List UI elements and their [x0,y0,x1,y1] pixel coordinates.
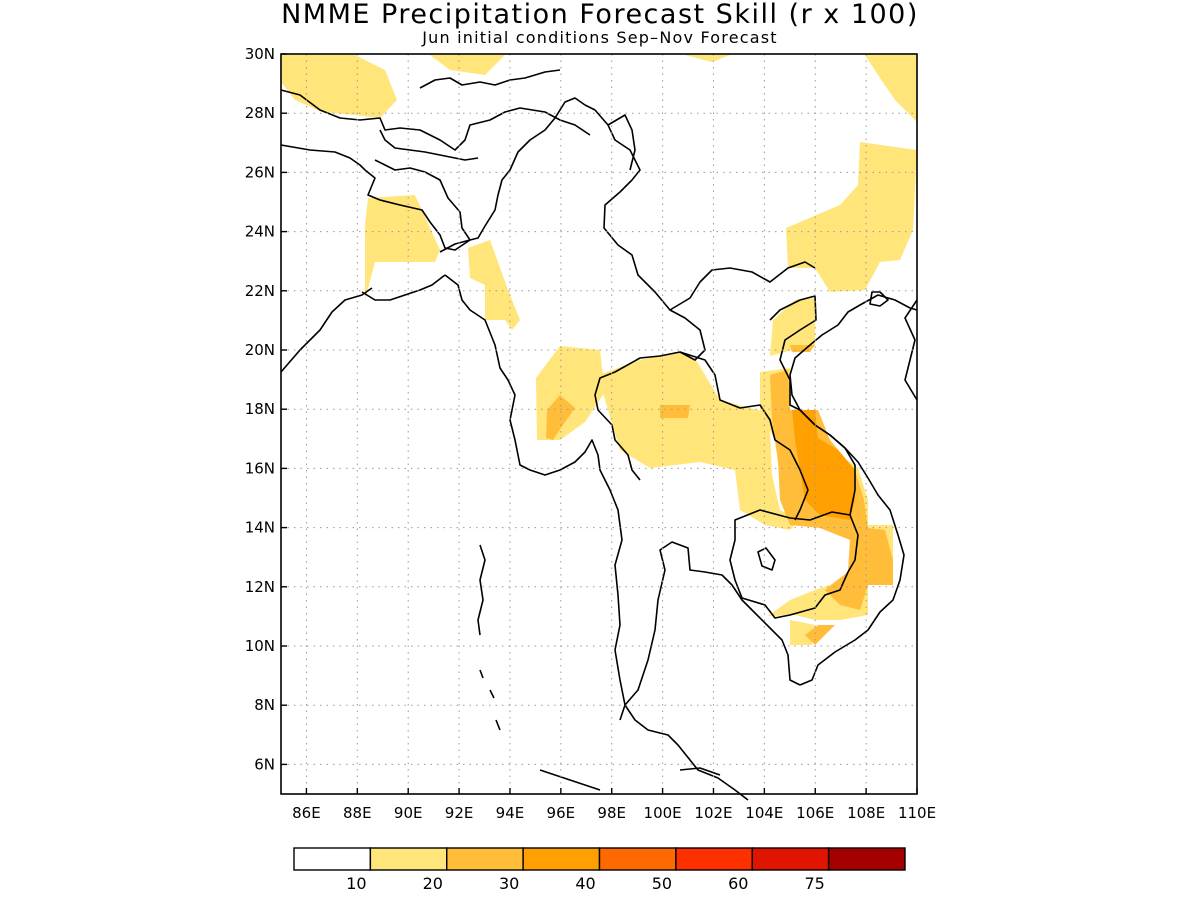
lon-tick-label: 100E [644,804,682,822]
tibet-border [419,69,561,89]
skill-region-south-orange [805,625,835,645]
colorbar-swatch [675,847,753,871]
lat-tick-label: 24N [245,223,275,241]
laos-border [594,309,706,481]
colorbar-swatch [522,847,601,871]
colorbar-swatch [827,847,906,871]
lon-tick-label: 88E [343,804,372,822]
skill-region-north-west [281,55,397,118]
lat-tick-label: 20N [245,341,275,359]
lat-tick-label: 30N [245,45,275,63]
colorbar-swatch [293,847,372,871]
lon-tick-label: 90E [394,804,423,822]
nicobar-islands [479,669,501,731]
skill-region-east-china [786,142,917,292]
colorbar-swatch [598,847,677,871]
malaysia-coast [539,767,721,791]
hainan-island [869,291,889,307]
colorbar-label: 20 [423,874,443,893]
skill-region-north-center [430,55,505,75]
lat-tick-label: 14N [245,519,275,537]
colorbar-swatch [446,847,524,871]
map-subtitle: Jun initial conditions Sep–Nov Forecast [422,28,778,47]
lat-tick-label: 12N [245,578,275,596]
lon-tick-label: 92E [445,804,474,822]
lat-tick-label: 18N [245,400,275,418]
lat-tick-label: 26N [245,163,275,181]
lon-tick-label: 104E [745,804,783,822]
skill-region-north-east [865,55,917,122]
myanmar-india-border [439,97,609,253]
myanmar-east-border [603,124,816,311]
lon-tick-label: 110E [898,804,936,822]
china-south-border [904,299,918,401]
skill-region-vietnam-north [770,298,815,356]
colorbar-swatch [751,847,830,871]
vietnam-laos-border [769,295,856,516]
cambodia-border [729,509,859,619]
lon-tick-label: 96E [547,804,576,822]
gulf-of-thailand-coast [619,541,801,721]
sundarbans-coast [361,274,446,301]
map-frame [280,53,918,795]
lon-tick-label: 106E [796,804,834,822]
axis-ticks: 86E 88E 90E 92E 94E 96E 98E 100E 102E 104E 106E 108… [245,45,936,822]
skill-region-thailand-orange [660,405,690,418]
lon-tick-label: 98E [597,804,626,822]
colorbar-swatch [369,847,448,871]
skill-region-thailand-laos [598,352,800,530]
skill-region-chin [468,240,520,330]
skill-region-myanmar-orange [546,395,575,440]
thailand-laos-border [679,351,809,521]
lat-tick-label: 10N [245,637,275,655]
country-outlines [280,69,918,801]
india-north-border [280,144,366,171]
tonle-sap-lake [757,547,776,571]
map-title: NMME Precipitation Forecast Skill (r x 1… [281,0,919,30]
lon-tick-label: 108E [847,804,885,822]
lon-tick-label: 102E [694,804,732,822]
colorbar-label: 30 [499,874,519,893]
china-yunnan-border [607,114,636,171]
lon-tick-label: 94E [496,804,525,822]
colorbar-label: 50 [652,874,672,893]
lon-tick-label: 86E [292,804,321,822]
colorbar-label: 75 [804,874,824,893]
india-east-coast [280,287,373,373]
colorbar-label: 60 [728,874,748,893]
skill-region-bangladesh [365,195,440,300]
lat-tick-label: 28N [245,104,275,122]
lat-tick-label: 6N [254,755,275,773]
lat-tick-label: 8N [254,696,275,714]
colorbar-label: 10 [346,874,366,893]
bhutan-border [379,129,479,161]
nepal-border [280,89,591,151]
colorbar-label: 40 [575,874,595,893]
lat-tick-label: 16N [245,459,275,477]
skill-region-north-top [685,55,730,62]
myanmar-coast [444,274,749,801]
bangladesh-border [364,159,471,251]
andaman-islands [477,544,486,636]
skill-region-myanmar-south [536,346,605,440]
colorbar: 10 20 30 40 50 60 75 [293,847,906,893]
skill-fields [281,55,917,645]
lat-tick-label: 22N [245,282,275,300]
